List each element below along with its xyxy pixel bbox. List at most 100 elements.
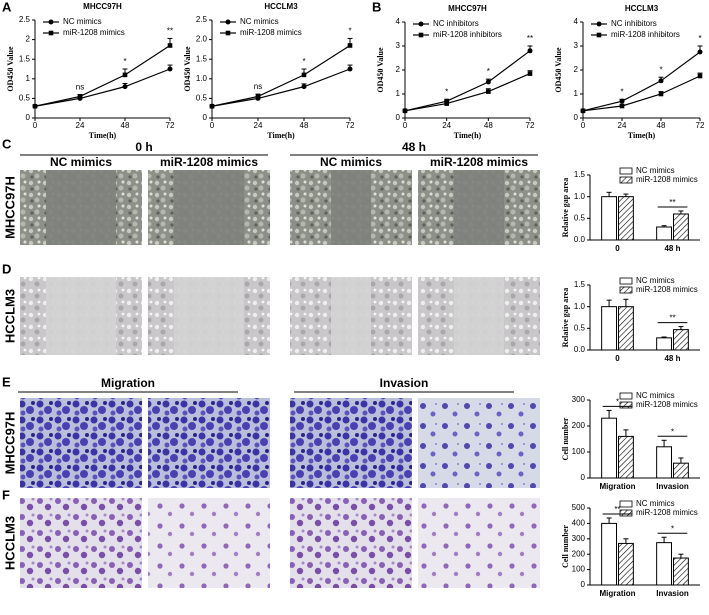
annotation: * [698,34,701,43]
marker [697,49,703,55]
heading: Invasion [380,376,429,390]
line [34,68,171,107]
chart-title: HCCLM3 [264,2,298,11]
microscope-image [20,398,142,488]
marker [209,103,215,109]
bar [618,196,634,241]
x-tick-label: 48 [484,121,493,130]
legend-label: miR-1208 mimics [636,400,698,409]
y-tick-label: 2.5 [196,15,208,24]
x-axis-label: Time(h) [454,131,482,140]
legend-marker [418,32,424,38]
y-tick-label: 0 [574,113,579,122]
y-tick-label: 1 [574,89,579,98]
y-tick-label: 1.5 [196,54,208,63]
x-tick-label: 0 [581,121,586,130]
x-tick-label: 24 [76,121,85,130]
x-tick-label: 48 h [664,244,680,253]
line [582,75,701,112]
line [211,44,351,107]
marker [619,98,625,104]
annotation: * [348,27,351,36]
x-tick-label: 72 [346,121,355,130]
legend-label: NC mimics [63,17,102,26]
legend-label: miR-1208 mimics [240,28,302,37]
y-tick-label: 0 [203,113,208,122]
y-tick-label: 300 [572,534,586,543]
marker [301,84,307,90]
marker [485,79,491,85]
x-tick-label: 0 [33,121,38,130]
y-tick-label: 1.5 [19,54,31,63]
y-tick-label: 2.0 [196,35,208,44]
bar [673,213,689,241]
y-tick-label: 1.5 [574,280,586,289]
legend-swatch [619,286,633,294]
y-axis-label: OD450 Value [554,47,563,93]
marker [402,108,408,114]
bar [656,226,673,241]
y-axis-label: OD450 Value [6,46,15,92]
y-tick-label: 0.5 [19,94,31,103]
x-tick-label: 0 [403,121,408,130]
y-tick-label: 300 [572,395,586,404]
bar [601,417,618,479]
x-tick-label: 24 [254,121,263,130]
row-label: MHCC97H [2,176,17,239]
annotation: * [616,398,619,407]
y-tick-label: 0 [581,580,586,589]
legend-label: miR-1208 inhibitors [433,30,502,39]
marker [301,72,307,78]
panel-label: B [372,0,381,14]
annotation: ** [669,314,675,323]
row-label: HCCLM3 [2,289,17,343]
legend-marker [596,32,602,38]
legend-marker [418,21,424,27]
row-label: HCCLM3 [2,516,17,570]
y-tick-label: 100 [572,565,586,574]
x-tick-label: Invasion [656,482,689,491]
marker [347,43,353,48]
annotation: * [659,65,662,74]
x-tick-label: 0 [615,244,620,253]
legend-marker [225,19,231,25]
annotation: * [671,524,674,533]
panel-label: C [2,136,12,151]
x-tick-label: 48 [657,121,666,130]
bar [656,337,673,351]
marker [619,103,625,109]
x-tick-label: 0 [615,354,620,363]
annotation: ** [527,34,533,43]
legend-label: miR-1208 mimics [636,175,698,184]
annotation: ** [614,505,620,514]
y-tick-label: 0.0 [574,345,586,354]
x-tick-label: 48 [121,121,130,130]
legend-marker [48,19,54,25]
wound-gap [331,277,371,355]
wound-gap [174,170,244,245]
y-tick-label: 1 [26,74,31,83]
y-tick-label: 2 [26,35,31,44]
legend-label: NC inhibitors [433,19,479,28]
x-tick-label: 0 [210,121,215,130]
marker [658,91,664,97]
x-tick-label: Invasion [656,589,689,598]
x-tick-label: 48 [300,121,309,130]
marker [167,43,173,48]
microscope-image [148,498,270,588]
y-tick-label: 0 [26,113,31,122]
y-tick-label: 200 [572,421,586,430]
y-axis-label: Relative gap area [561,288,570,347]
annotation: * [302,57,305,66]
marker [658,78,664,84]
microscope-image [290,498,412,588]
heading: Migration [101,376,155,390]
marker [486,89,491,94]
microscope-image [290,398,412,488]
y-tick-label: 3 [574,41,579,50]
bar [601,522,618,586]
x-tick-label: 48 h [664,354,680,363]
legend-label: NC mimics [636,499,675,508]
line [34,44,171,107]
